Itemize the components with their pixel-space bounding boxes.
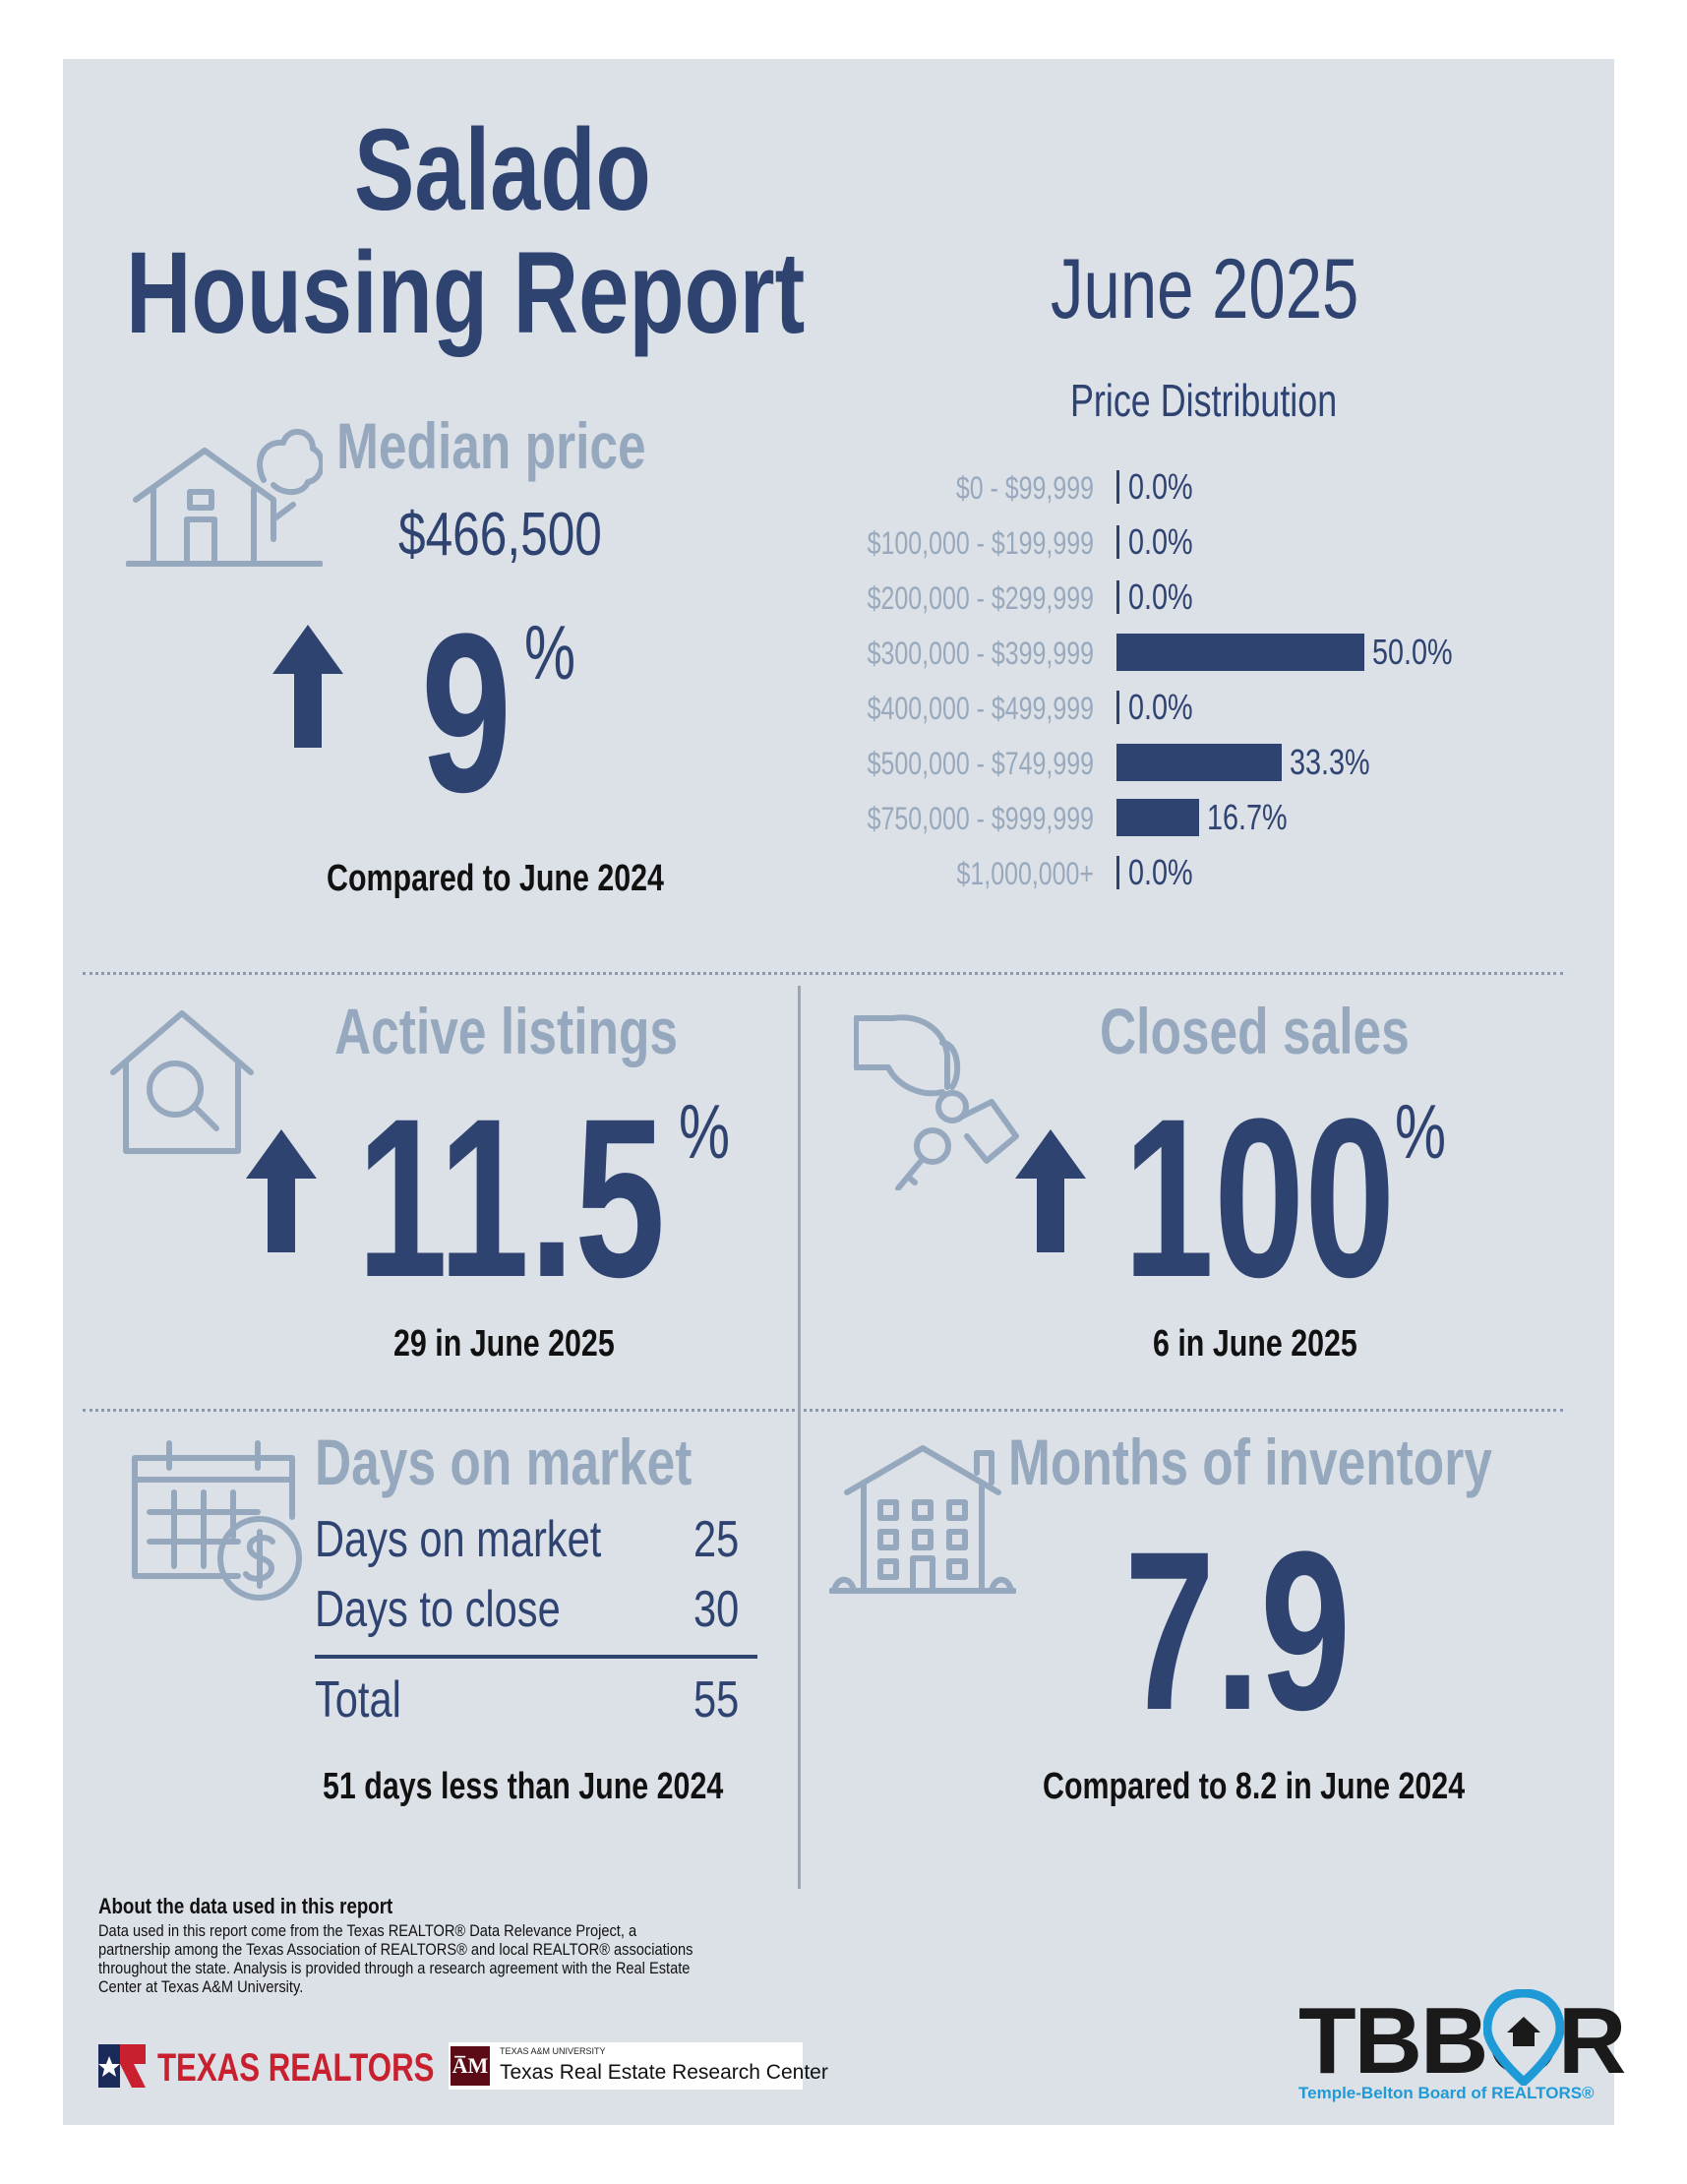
closed-sales-change: 100 [1123, 1071, 1396, 1324]
tamu-logo-mark: A̅M [451, 2046, 490, 2086]
tamu-logo-box [449, 2042, 803, 2090]
tamu-small-text: TEXAS A&M UNIVERSITY [500, 2046, 606, 2056]
tbbor-subtitle: Temple-Belton Board of REALTORS® [1298, 2084, 1595, 2102]
median-price-value: $466,500 [398, 501, 602, 569]
texas-realtors-logo: TEXAS REALTORS [157, 2046, 435, 2090]
dom-row-value: 25 [693, 1511, 740, 1568]
median-price-heading: Median price [336, 409, 646, 482]
report-period: June 2025 [1051, 242, 1359, 336]
median-price-note: Compared to June 2024 [327, 858, 664, 899]
months-inventory-heading: Months of inventory [1008, 1426, 1492, 1498]
price-distribution-value: 33.3% [1290, 742, 1370, 782]
price-range-label: $300,000 - $399,999 [867, 636, 1094, 671]
house-magnifier-icon [110, 1010, 254, 1154]
price-distribution-value: 0.0% [1128, 687, 1193, 727]
price-distribution-value: 0.0% [1128, 852, 1193, 892]
about-heading: About the data used in this report [98, 1894, 393, 1918]
active-listings-change: 11.5 [357, 1071, 666, 1324]
arrow-up-icon [272, 625, 343, 748]
divider-vertical [798, 986, 801, 1889]
dom-row-label: Days to close [315, 1581, 561, 1638]
arrow-up-icon [246, 1129, 317, 1252]
active-listings-heading: Active listings [334, 995, 679, 1067]
price-range-label: $0 - $99,999 [955, 470, 1094, 506]
about-text: Data used in this report come from the T… [98, 1921, 693, 1996]
price-distribution-value: 16.7% [1207, 797, 1288, 837]
price-distribution-bar [1116, 856, 1119, 889]
price-range-label: $400,000 - $499,999 [867, 691, 1094, 726]
price-distribution-bar [1116, 525, 1119, 559]
report-title-city: Salado [354, 105, 651, 235]
price-distribution-bar [1116, 799, 1199, 836]
price-range-label: $200,000 - $299,999 [867, 580, 1094, 616]
months-inventory-value: 7.9 [1124, 1504, 1352, 1757]
price-distribution-value: 0.0% [1128, 466, 1193, 507]
price-distribution-value: 0.0% [1128, 576, 1193, 617]
dom-total-label: Total [315, 1671, 401, 1729]
map-pin-home-icon [1483, 1989, 1564, 2086]
tbbor-logo: TBBOR [1298, 1988, 1626, 2093]
dom-row-label: Days on market [315, 1511, 602, 1568]
texas-realtors-logo-mark [98, 2044, 148, 2088]
closed-sales-heading: Closed sales [1100, 995, 1410, 1067]
median-price-unit: % [524, 609, 576, 696]
closed-sales-note: 6 in June 2025 [1153, 1323, 1357, 1365]
calendar-dollar-icon [132, 1440, 302, 1601]
dom-total-rule [315, 1655, 757, 1659]
days-on-market-heading: Days on market [315, 1426, 693, 1498]
active-listings-unit: % [679, 1088, 731, 1175]
arrow-up-icon [1015, 1129, 1086, 1252]
divider-dotted [83, 972, 1563, 975]
price-range-label: $500,000 - $749,999 [867, 746, 1094, 781]
report-panel [63, 59, 1614, 2125]
days-on-market-note: 51 days less than June 2024 [323, 1766, 724, 1807]
price-distribution-value: 0.0% [1128, 521, 1193, 562]
price-distribution-bar [1116, 744, 1282, 781]
price-distribution-bar [1116, 580, 1119, 614]
price-distribution-title: Price Distribution [1070, 375, 1338, 426]
price-distribution-value: 50.0% [1372, 632, 1453, 672]
price-range-label: $750,000 - $999,999 [867, 801, 1094, 836]
dom-total-value: 55 [693, 1671, 740, 1729]
price-distribution-bar [1116, 691, 1119, 724]
median-price-change: 9 [421, 586, 512, 839]
price-range-label: $100,000 - $199,999 [867, 525, 1094, 561]
house-with-tree-icon [126, 429, 323, 567]
dom-row-value: 30 [693, 1581, 740, 1638]
tamu-center-name: Texas Real Estate Research Center [500, 2061, 828, 2084]
price-distribution-bar [1116, 470, 1119, 504]
divider-dotted [83, 1409, 1563, 1412]
price-range-label: $1,000,000+ [956, 856, 1094, 891]
price-distribution-bar [1116, 634, 1364, 671]
active-listings-note: 29 in June 2025 [393, 1323, 615, 1365]
report-title: Housing Report [126, 228, 806, 358]
apartment-building-icon [829, 1445, 1016, 1594]
hand-keys-icon [854, 1014, 1019, 1190]
closed-sales-unit: % [1395, 1088, 1447, 1175]
months-inventory-note: Compared to 8.2 in June 2024 [1043, 1766, 1466, 1807]
